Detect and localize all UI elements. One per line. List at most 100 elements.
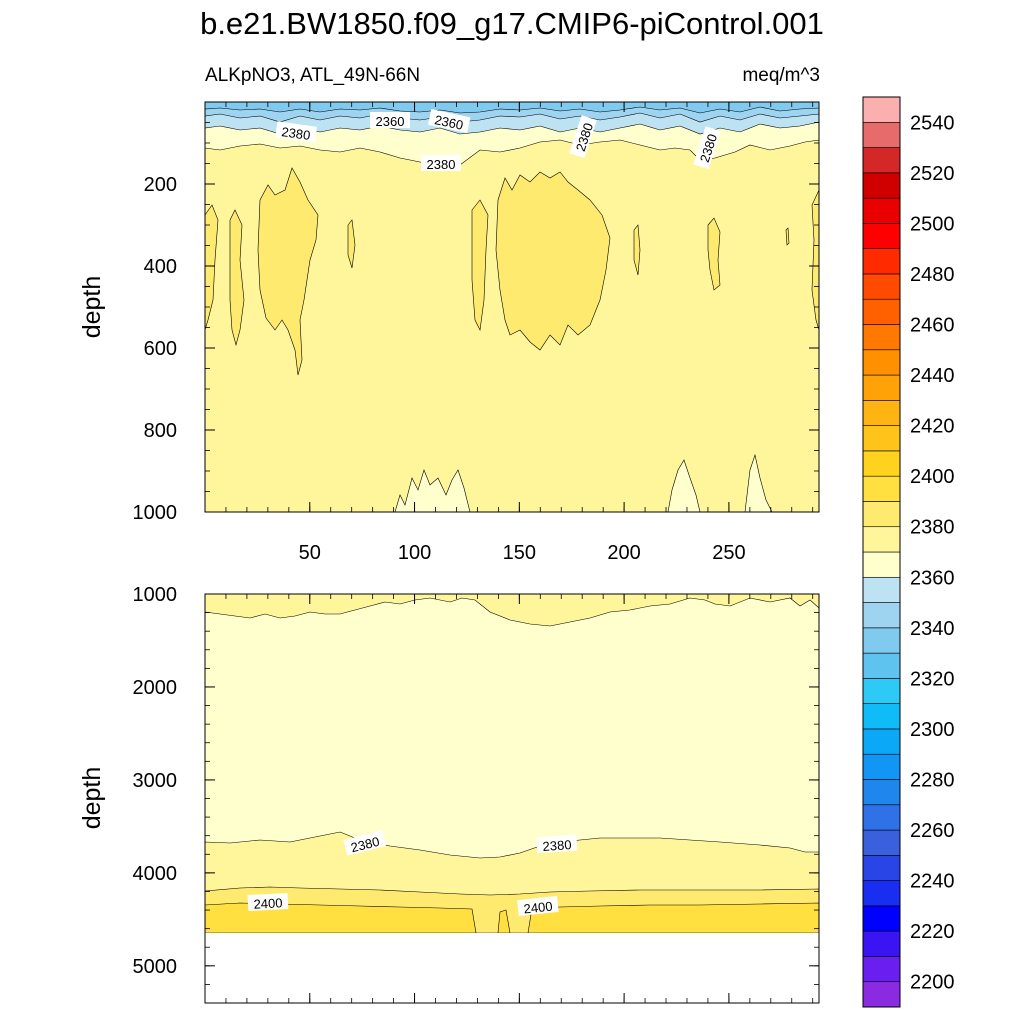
contour-label-text: 2360 — [376, 114, 405, 129]
colorbar-swatch — [862, 703, 901, 730]
colorbar-swatch — [862, 324, 901, 351]
lower-ticks: 1000 2000 3000 4000 5000 — [133, 584, 819, 1004]
colorbar-swatch — [862, 855, 901, 881]
colorbar-swatch — [862, 223, 901, 249]
colorbar-swatch — [862, 273, 901, 300]
colorbar-label: 2340 — [910, 618, 955, 640]
colorbar-swatch — [862, 425, 901, 452]
y-tick-label: 800 — [144, 420, 177, 442]
contour-label-bg — [536, 834, 578, 854]
colorbar-label: 2240 — [910, 871, 955, 893]
colorbar-swatch — [862, 804, 901, 831]
contour-label-bg — [343, 830, 387, 856]
colorbar-label: 2480 — [910, 264, 955, 286]
contour-label-text: 2380 — [427, 157, 456, 172]
upper-ticks: 200 400 600 800 1000 50 100 150 200 250 — [133, 101, 819, 564]
colorbar-swatch — [862, 753, 901, 780]
contour-label: 2380 — [343, 830, 387, 856]
colorbar-swatch — [862, 576, 901, 603]
contour-label: 2380 — [275, 121, 318, 143]
colorbar-swatch — [862, 551, 901, 578]
contour-label-text: 2380 — [281, 124, 312, 143]
colorbar-swatch — [862, 930, 901, 957]
colorbar-swatch — [862, 829, 901, 856]
colorbar-swatch — [862, 147, 901, 174]
y-tick-label: 3000 — [133, 770, 178, 792]
upper-blob-2390-b — [229, 209, 245, 347]
y-tick-label: 2000 — [133, 677, 178, 699]
contour-label-text: 2360 — [433, 112, 464, 133]
colorbar-swatch — [862, 678, 901, 704]
contour-label-bg — [275, 121, 318, 143]
colorbar-swatch — [862, 956, 901, 983]
upper-blob-2390-e — [471, 199, 489, 332]
contour-label: 2380 — [536, 834, 578, 854]
colorbar-label: 2400 — [910, 466, 955, 488]
y-tick-label: 400 — [144, 256, 177, 278]
y-tick-label: 600 — [144, 338, 177, 360]
colorbar-swatch — [862, 197, 901, 224]
contour-label: 2400 — [247, 892, 289, 912]
upper-blob-2390-f — [495, 171, 611, 351]
contour-label: 2360 — [427, 109, 471, 134]
contour-label-bg — [693, 126, 721, 170]
x-tick-label: 150 — [503, 542, 536, 564]
upper-blob-2380-bottom-b — [667, 459, 701, 513]
colorbar-swatch — [862, 981, 901, 1008]
colorbar-label: 2200 — [910, 972, 955, 994]
upper-blob-2390-d — [347, 219, 356, 269]
contour-label-text: 2380 — [542, 837, 572, 854]
chart-title: b.e21.BW1850.f09_g17.CMIP6-piControl.001 — [200, 6, 824, 41]
upper-contour-2350 — [204, 101, 820, 114]
colorbar-swatch — [862, 501, 901, 528]
colorbar-swatch — [862, 96, 901, 123]
colorbar-frame — [862, 96, 901, 1008]
y-tick-label: 200 — [144, 174, 177, 196]
upper-panel: ALKpNO3, ATL_49N-66N meq/m^3 2380 2360 236… — [78, 65, 820, 564]
colorbar: 2200 2220 2240 2260 2280 2300 2320 2340 2360 2380… — [862, 96, 955, 1008]
colorbar-label: 2380 — [910, 517, 955, 539]
colorbar-swatch — [862, 880, 901, 907]
contour-label: 2380 — [421, 155, 461, 172]
colorbar-swatch — [862, 349, 901, 376]
upper-blob-2390-h — [707, 217, 721, 291]
y-tick-label: 4000 — [133, 863, 178, 885]
upper-blob-2380-bottom-a — [394, 469, 471, 513]
contour-label-bg — [421, 155, 461, 171]
lower-contour-labels: 2380 2380 2400 2400 — [247, 830, 578, 917]
contour-label-bg — [370, 112, 410, 128]
colorbar-swatch — [862, 121, 901, 148]
contour-label: 2400 — [517, 895, 559, 917]
contour-label-bg — [427, 109, 471, 134]
x-tick-label: 100 — [398, 542, 431, 564]
colorbar-label: 2540 — [910, 112, 955, 134]
colorbar-swatch — [862, 400, 901, 426]
lower-panel: 2380 2380 2400 2400 1000 2000 3000 4000 5000 de… — [78, 584, 820, 1004]
x-tick-label: 250 — [712, 542, 745, 564]
colorbar-swatch — [862, 779, 901, 806]
contour-label-bg — [517, 895, 559, 917]
colorbar-label: 2260 — [910, 820, 955, 842]
colorbar-swatch — [862, 728, 901, 755]
upper-blob-2390-c — [257, 167, 319, 376]
upper-blob-2390-i — [785, 227, 790, 246]
lower-ylabel: depth — [78, 767, 106, 830]
colorbar-swatch — [862, 627, 901, 654]
colorbar-swatch — [862, 905, 901, 932]
y-tick-label: 1000 — [133, 502, 178, 524]
contour-label: 2360 — [370, 112, 410, 129]
x-tick-label: 200 — [607, 542, 640, 564]
colorbar-swatch — [862, 450, 901, 477]
colorbar-label: 2280 — [910, 770, 955, 792]
colorbar-swatch — [862, 652, 901, 679]
colorbar-label: 2440 — [910, 365, 955, 387]
colorbar-label: 2500 — [910, 213, 955, 235]
y-tick-label: 5000 — [133, 956, 178, 978]
colorbar-label: 2220 — [910, 921, 955, 943]
subtitle-left: ALKpNO3, ATL_49N-66N — [205, 65, 420, 86]
colorbar-swatch — [862, 374, 901, 401]
contour-label-text: 2400 — [253, 895, 283, 911]
lower-contour-2380-top — [204, 593, 820, 627]
colorbar-label: 2420 — [910, 416, 955, 438]
colorbar-label: 2360 — [910, 567, 955, 589]
